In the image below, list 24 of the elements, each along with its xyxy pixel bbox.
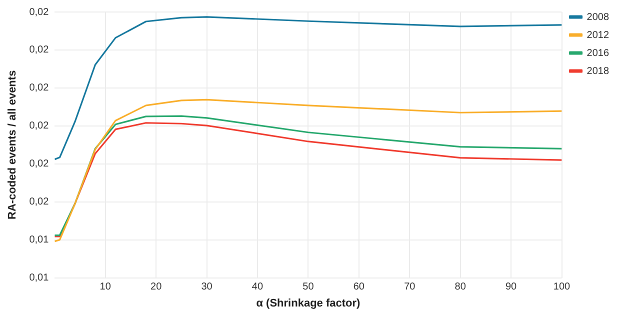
- legend-label: 2008: [586, 12, 610, 23]
- x-tick-label: 20: [150, 282, 162, 293]
- x-tick-label: 70: [404, 282, 416, 293]
- legend-label: 2016: [586, 48, 610, 59]
- y-tick-label: 0,01: [29, 234, 50, 246]
- legend-label: 2012: [586, 30, 610, 41]
- x-axis-title: α (Shrinkage factor): [256, 297, 361, 310]
- x-tick-label: 100: [553, 282, 571, 293]
- y-tick-label: 0,02: [29, 44, 50, 56]
- x-tick-label: 90: [505, 282, 518, 293]
- legend-label: 2018: [586, 66, 610, 77]
- x-tick-label: 50: [302, 282, 314, 293]
- x-tick-label: 40: [252, 282, 264, 293]
- x-tick-label: 30: [201, 282, 213, 293]
- y-tick-label: 0,02: [29, 196, 50, 208]
- y-tick-label: 0,01: [29, 272, 50, 284]
- y-axis-title: RA-coded events / all events: [6, 70, 19, 220]
- x-tick-label: 60: [353, 282, 365, 293]
- x-tick-label: 10: [100, 282, 112, 293]
- y-tick-label: 0,02: [29, 120, 50, 132]
- y-tick-label: 0,02: [29, 82, 50, 94]
- y-tick-label: 0,02: [29, 158, 50, 170]
- y-tick-label: 0,02: [29, 6, 50, 18]
- x-tick-label: 80: [454, 282, 466, 293]
